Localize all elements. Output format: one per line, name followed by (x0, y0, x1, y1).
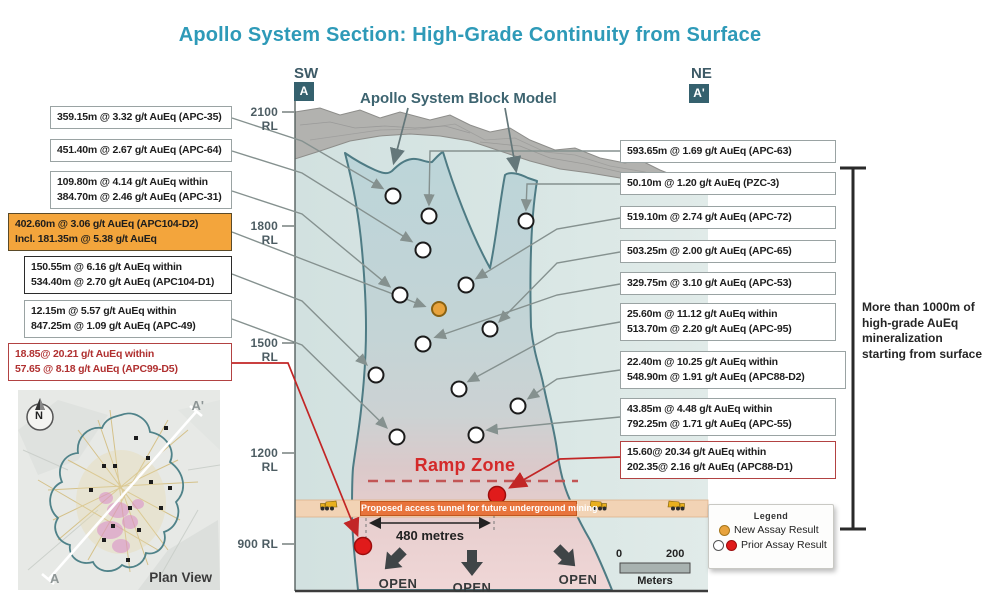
open-label-right: OPEN (558, 572, 598, 587)
new-assay-dot-icon (719, 524, 730, 536)
elevation-1800: 1800 RL (250, 219, 278, 247)
assay-box-apc65: 503.25m @ 2.00 g/t AuEq (APC-65) (620, 240, 836, 263)
assay-text: 150.55m @ 6.16 g/t AuEq within (31, 261, 182, 273)
assay-text: 329.75m @ 3.10 g/t AuEq (APC-53) (627, 277, 792, 289)
assay-text: 50.10m @ 1.20 g/t AuEq (PZC-3) (627, 177, 780, 189)
assay-box-apc88-d1: 15.60@ 20.34 g/t AuEq within 202.35@ 2.1… (620, 441, 836, 479)
leader-lines-left (231, 117, 427, 429)
assay-text: 513.70m @ 2.20 g/t AuEq (APC-95) (627, 323, 792, 335)
drill-collar-squares (89, 426, 172, 562)
assay-box-apc104-d2-highlight: 402.60m @ 3.06 g/t AuEq (APC104-D2) Incl… (8, 213, 232, 251)
assay-text: 847.25m @ 1.09 g/t AuEq (APC-49) (31, 320, 196, 332)
assay-text: 451.40m @ 2.67 g/t AuEq (APC-64) (57, 144, 222, 156)
legend: Legend New Assay Result Prior Assay Resu… (708, 504, 834, 569)
open-arrows (384, 544, 576, 576)
truck-icon (589, 500, 607, 511)
legend-label: New Assay Result (734, 524, 819, 536)
section-marker-a-prime: A' (689, 84, 709, 103)
compass-icon (26, 398, 54, 431)
legend-title: Legend (753, 511, 789, 521)
assay-text: 15.60@ 20.34 g/t AuEq within (627, 446, 767, 458)
assay-box-apc64: 451.40m @ 2.67 g/t AuEq (APC-64) (50, 139, 232, 162)
plan-view-a-prime-label: A' (191, 398, 204, 413)
assay-box-apc53: 329.75m @ 3.10 g/t AuEq (APC-53) (620, 272, 836, 295)
leader-lines-right (423, 150, 621, 435)
assay-text: 25.60m @ 11.12 g/t AuEq within (627, 308, 778, 320)
assay-box-apc99-d5: 18.85@ 20.21 g/t AuEq within 57.65 @ 8.1… (8, 343, 232, 381)
assay-text: Incl. 181.35m @ 5.38 g/t AuEq (15, 233, 157, 245)
legend-label: Prior Assay Result (741, 539, 827, 551)
assay-text: 503.25m @ 2.00 g/t AuEq (APC-65) (627, 245, 792, 257)
block-model-arrows (390, 107, 522, 174)
assay-text: 359.15m @ 3.32 g/t AuEq (APC-35) (57, 111, 222, 123)
ne-label: NE (691, 65, 712, 82)
page-title: Apollo System Section: High-Grade Contin… (178, 24, 762, 46)
scale-start: 0 (616, 548, 623, 560)
deposit-outline (49, 412, 184, 572)
extent-bracket (840, 166, 866, 531)
open-label-left: OPEN (378, 576, 418, 591)
assay-box-apc35: 359.15m @ 3.32 g/t AuEq (APC-35) (50, 106, 232, 129)
assay-text: 57.65 @ 8.18 g/t AuEq (APC99-D5) (15, 363, 178, 375)
plan-view-inset: N A' A Plan View (18, 390, 221, 590)
assay-text: 18.85@ 20.21 g/t AuEq within (15, 348, 155, 360)
assay-box-apc104-d1: 150.55m @ 6.16 g/t AuEq within 534.40m @… (24, 256, 232, 294)
truck-icon (667, 500, 685, 511)
distance-label: 480 metres (396, 528, 464, 543)
assay-text: 12.15m @ 5.57 g/t AuEq within (31, 305, 177, 317)
leader-lines-red (232, 362, 621, 538)
assay-text: 202.35@ 2.16 g/t AuEq (APC88-D1) (627, 461, 793, 473)
assay-text: 109.80m @ 4.14 g/t AuEq within (57, 176, 208, 188)
prior-assay-open-dot-icon (713, 539, 724, 551)
tunnel-banner: Proposed access tunnel for future underg… (360, 501, 598, 516)
elevation-1200: 1200 RL (250, 446, 278, 474)
assay-text: 548.90m @ 1.91 g/t AuEq (APC88-D2) (627, 371, 805, 383)
sw-label: SW (294, 65, 319, 82)
assay-box-apc31: 109.80m @ 4.14 g/t AuEq within 384.70m @… (50, 171, 232, 209)
assay-box-apc49: 12.15m @ 5.57 g/t AuEq within 847.25m @ … (24, 300, 232, 338)
assay-text: 402.60m @ 3.06 g/t AuEq (APC104-D2) (15, 218, 199, 230)
prior-assay-red-dot-icon (726, 539, 737, 551)
assay-text: 593.65m @ 1.69 g/t AuEq (APC-63) (627, 145, 792, 157)
elevation-900: 900 RL (237, 537, 278, 551)
open-label-middle: OPEN (452, 580, 492, 595)
elevation-1500: 1500 RL (250, 336, 278, 364)
assay-box-apc55: 43.85m @ 4.48 g/t AuEq within 792.25m @ … (620, 398, 836, 436)
scale-bar (619, 562, 691, 574)
scale-unit: Meters (637, 575, 673, 587)
assay-box-apc88-d2: 22.40m @ 10.25 g/t AuEq within 548.90m @… (620, 351, 846, 389)
assay-text: 519.10m @ 2.74 g/t AuEq (APC-72) (627, 211, 792, 223)
truck-icon (320, 500, 338, 511)
elevation-axis (282, 97, 708, 593)
assay-text: 43.85m @ 4.48 g/t AuEq within (627, 403, 773, 415)
new-assay-marker (431, 301, 447, 317)
assay-box-apc72: 519.10m @ 2.74 g/t AuEq (APC-72) (620, 206, 836, 229)
assay-box-apc63: 593.65m @ 1.69 g/t AuEq (APC-63) (620, 140, 836, 163)
distance-dimension (365, 503, 495, 538)
plan-view-map (18, 390, 221, 590)
block-model-label: Apollo System Block Model (360, 90, 557, 107)
plan-view-a-label: A (50, 571, 60, 586)
legend-item-prior-assay: Prior Assay Result (713, 539, 833, 551)
assay-text: 792.25m @ 1.71 g/t AuEq (APC-55) (627, 418, 792, 430)
assay-box-pzc3: 50.10m @ 1.20 g/t AuEq (PZC-3) (620, 172, 836, 195)
assay-text: 22.40m @ 10.25 g/t AuEq within (627, 356, 778, 368)
plan-view-title: Plan View (149, 570, 212, 585)
assay-box-apc95: 25.60m @ 11.12 g/t AuEq within 513.70m @… (620, 303, 836, 341)
legend-item-new-assay: New Assay Result (719, 524, 833, 536)
prior-assay-markers (367, 187, 535, 446)
compass-north-label: N (35, 410, 43, 422)
side-note: More than 1000m of high-grade AuEq miner… (862, 300, 983, 361)
assay-text: 384.70m @ 2.46 g/t AuEq (APC-31) (57, 191, 222, 203)
ramp-zone-label: Ramp Zone (414, 455, 516, 475)
elevation-2100: 2100 RL (250, 105, 278, 133)
section-marker-a: A (294, 82, 314, 101)
scale-end: 200 (666, 548, 685, 560)
section-line (41, 405, 203, 585)
assay-text: 534.40m @ 2.70 g/t AuEq (APC104-D1) (31, 276, 215, 288)
